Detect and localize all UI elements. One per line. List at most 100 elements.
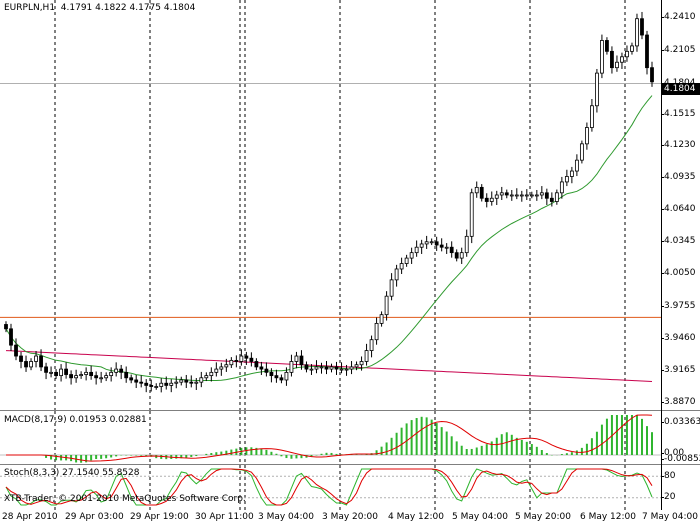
time-axis-label: 3 May 20:00 xyxy=(322,512,378,522)
candle-body xyxy=(399,263,404,270)
macd-pane[interactable]: MACD(8,17,9) 0.01953 0.02881 xyxy=(0,411,661,464)
price-scale-label: 4.0050 xyxy=(661,268,696,279)
candle-body xyxy=(369,339,374,351)
stochastic-scale-label: 80 xyxy=(660,471,676,481)
time-axis-label: 5 May 20:00 xyxy=(515,512,571,522)
macd-scale-label: 0.00 xyxy=(660,448,685,458)
price-scale[interactable]: 4.2410 4.2105 4.1804 4.1515 4.1230 4.0935 4.06… xyxy=(661,0,700,410)
candle-body xyxy=(79,374,84,377)
candle-body xyxy=(124,371,129,379)
candle-body xyxy=(620,56,624,63)
candle-body xyxy=(534,194,539,197)
candle-body xyxy=(625,50,629,58)
time-axis-label: 6 May 12:00 xyxy=(580,512,636,522)
time-axis-label: 29 Apr 03:00 xyxy=(65,512,124,522)
candle-body xyxy=(109,371,114,377)
candle-body xyxy=(169,382,174,386)
candle-body xyxy=(229,359,234,366)
candle-body xyxy=(289,361,294,373)
time-axis-label: 5 May 04:00 xyxy=(452,512,508,522)
candle-body xyxy=(464,235,469,254)
candle-body xyxy=(650,67,654,83)
candle-body xyxy=(559,181,564,194)
candle-body xyxy=(19,355,23,362)
candle-body xyxy=(154,386,159,388)
candle-body xyxy=(374,322,379,341)
time-axis[interactable]: 28 Apr 2010 29 Apr 03:00 29 Apr 19:00 30 Ap… xyxy=(0,510,700,525)
macd-chart-svg[interactable] xyxy=(0,411,661,464)
ohlc-values: 4.1791 4.1822 4.1775 4.1804 xyxy=(60,3,196,13)
candle-body xyxy=(409,252,414,259)
symbol-label: EURPLN,H1 xyxy=(4,3,56,13)
price-chart-svg[interactable] xyxy=(0,0,661,410)
candle-body xyxy=(264,368,269,373)
candle-body xyxy=(524,194,529,197)
candle-body xyxy=(404,257,409,264)
candle-body xyxy=(24,361,28,368)
candle-body xyxy=(359,361,364,366)
candle-body xyxy=(89,371,94,377)
price-scale-label: 4.0345 xyxy=(661,236,696,247)
candle-body xyxy=(199,377,204,383)
stochastic-scale[interactable]: 80 20 xyxy=(660,465,700,510)
stochastic-main-line xyxy=(5,468,653,506)
candle-body xyxy=(274,375,279,379)
candle-body xyxy=(324,366,329,370)
candle-body xyxy=(254,361,259,368)
candle-body xyxy=(189,381,194,384)
pane-separator[interactable] xyxy=(0,464,700,465)
macd-scale-label: 0.03363 xyxy=(660,417,700,427)
pane-separator[interactable] xyxy=(0,410,700,411)
candle-body xyxy=(14,344,18,357)
candle-body xyxy=(444,246,449,249)
candle-body xyxy=(459,252,464,259)
price-scale-label: 3.8870 xyxy=(661,396,696,407)
price-scale-label: 3.9755 xyxy=(661,300,696,311)
price-chart-pane[interactable]: EURPLN,H1 4.1791 4.1822 4.1775 4.1804 xyxy=(0,0,661,410)
candle-body xyxy=(539,192,544,196)
candle-body xyxy=(605,40,609,52)
price-scale-label: 4.1230 xyxy=(661,140,696,151)
candle-body xyxy=(39,355,43,368)
stochastic-scale-label: 20 xyxy=(660,492,676,502)
time-axis-label: 4 May 12:00 xyxy=(388,512,444,522)
candle-body xyxy=(119,368,124,373)
candle-body xyxy=(595,72,599,107)
candle-body xyxy=(304,364,309,370)
candle-body xyxy=(394,268,399,281)
candle-body xyxy=(134,379,139,383)
fast-moving-average-line xyxy=(5,95,653,381)
candle-body xyxy=(4,324,8,330)
candle-body xyxy=(479,186,484,199)
candle-body xyxy=(269,371,274,377)
candle-body xyxy=(219,366,224,370)
candle-body xyxy=(590,105,594,128)
candle-body xyxy=(474,186,479,194)
candle-body xyxy=(164,382,169,386)
candle-body xyxy=(104,375,109,379)
candle-body xyxy=(364,350,369,362)
candle-body xyxy=(584,127,589,145)
stochastic-chart-svg[interactable] xyxy=(0,465,661,510)
price-scale-label: 4.0640 xyxy=(661,204,696,215)
candle-body xyxy=(9,328,13,346)
candle-body xyxy=(434,241,439,246)
stochastic-pane[interactable]: Stoch(8,3,3) 27.1540 55.8528 xyxy=(0,465,661,510)
candle-body xyxy=(529,194,534,197)
candle-body xyxy=(414,246,419,254)
price-scale-label: 4.1515 xyxy=(661,109,696,119)
candle-body xyxy=(29,361,33,368)
macd-scale[interactable]: 0.03363 0.00-0.00852 xyxy=(660,411,700,464)
candle-body xyxy=(234,359,239,362)
candle-body xyxy=(645,34,649,69)
candle-body xyxy=(499,192,504,196)
candle-body xyxy=(209,371,214,377)
candle-body xyxy=(549,197,554,202)
candle-body xyxy=(354,364,359,368)
candle-body xyxy=(149,385,154,387)
symbol-title: EURPLN,H1 4.1791 4.1822 4.1775 4.1804 xyxy=(4,3,195,13)
candle-body xyxy=(204,375,209,379)
stochastic-title: Stoch(8,3,3) 27.1540 55.8528 xyxy=(4,468,140,478)
candle-body xyxy=(309,368,314,371)
candle-body xyxy=(469,192,474,237)
